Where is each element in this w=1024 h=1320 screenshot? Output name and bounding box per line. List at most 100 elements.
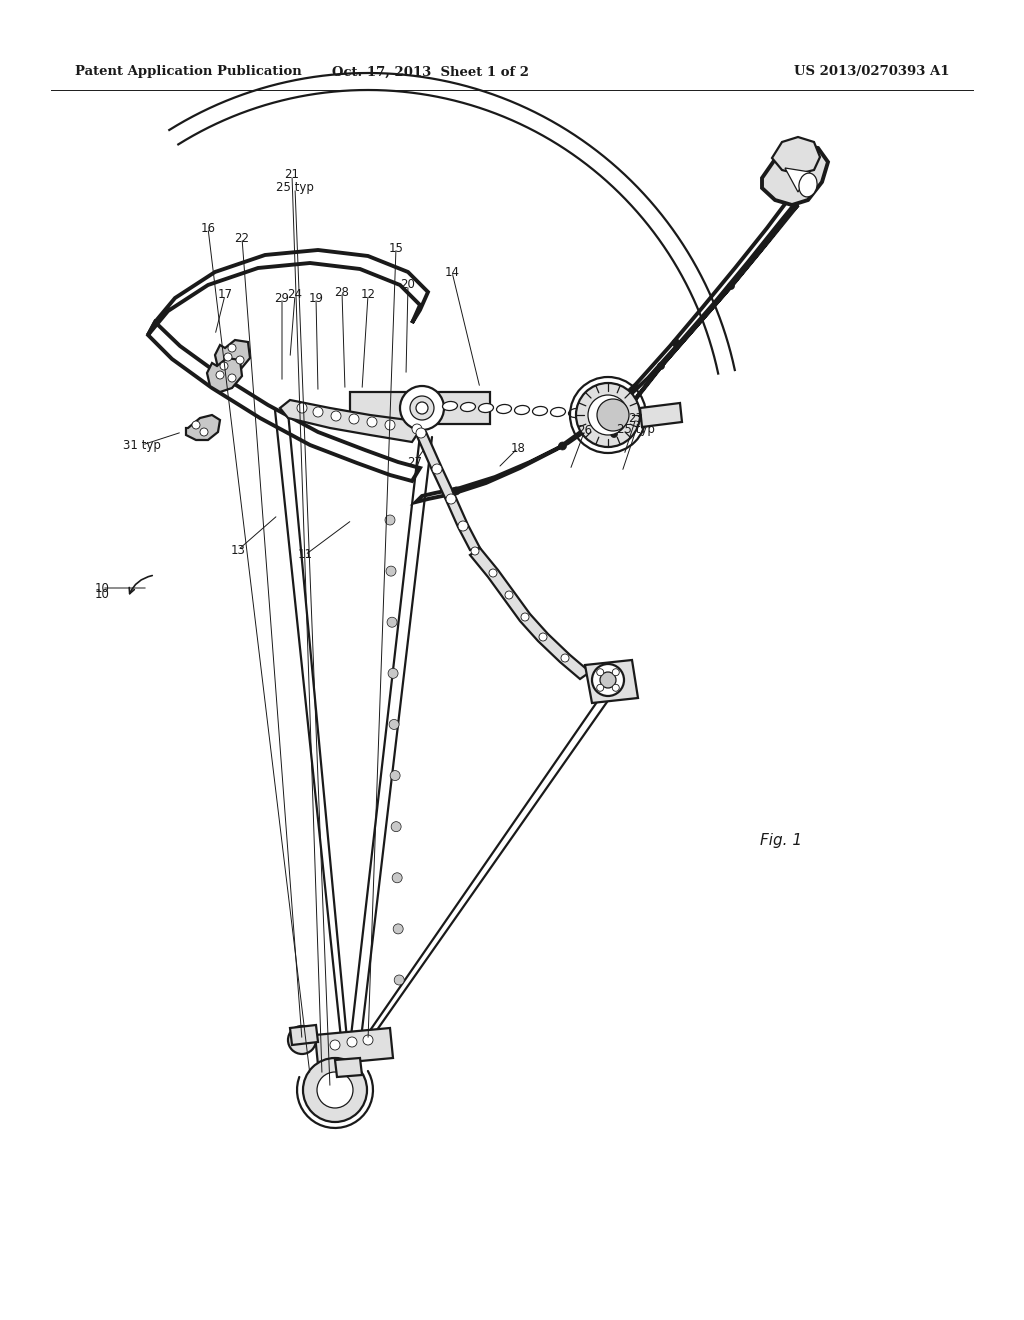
Ellipse shape <box>478 404 494 413</box>
Circle shape <box>727 282 734 289</box>
Ellipse shape <box>532 407 548 416</box>
Circle shape <box>432 465 442 474</box>
Circle shape <box>387 618 397 627</box>
Circle shape <box>561 653 569 663</box>
Text: US 2013/0270393 A1: US 2013/0270393 A1 <box>795 66 950 78</box>
Circle shape <box>416 428 426 438</box>
Text: 18: 18 <box>511 441 525 454</box>
Text: 19: 19 <box>308 292 324 305</box>
Circle shape <box>224 352 232 360</box>
Circle shape <box>410 396 434 420</box>
Ellipse shape <box>587 409 601 418</box>
Circle shape <box>388 668 398 678</box>
Circle shape <box>597 684 604 692</box>
Ellipse shape <box>799 173 817 197</box>
Circle shape <box>592 664 624 696</box>
Circle shape <box>452 487 460 495</box>
Circle shape <box>200 428 208 436</box>
Text: 28: 28 <box>335 285 349 298</box>
Circle shape <box>297 403 307 413</box>
Circle shape <box>313 407 323 417</box>
Circle shape <box>385 515 395 525</box>
Polygon shape <box>785 168 810 191</box>
Circle shape <box>389 719 399 730</box>
Circle shape <box>385 420 395 430</box>
Polygon shape <box>640 403 682 426</box>
Polygon shape <box>207 358 242 392</box>
Circle shape <box>412 424 422 434</box>
Text: 11: 11 <box>298 549 312 561</box>
Text: 25 typ: 25 typ <box>617 424 655 437</box>
Circle shape <box>505 591 513 599</box>
Polygon shape <box>762 145 828 205</box>
Circle shape <box>303 1059 367 1122</box>
Circle shape <box>288 1026 316 1053</box>
Ellipse shape <box>497 404 511 413</box>
Circle shape <box>330 1040 340 1049</box>
Ellipse shape <box>551 408 565 417</box>
Polygon shape <box>335 1059 362 1077</box>
Text: 31 typ: 31 typ <box>123 438 161 451</box>
Polygon shape <box>470 548 590 678</box>
Text: 10: 10 <box>94 589 110 602</box>
Circle shape <box>400 385 444 430</box>
Text: 17: 17 <box>217 289 232 301</box>
Circle shape <box>193 421 200 429</box>
Text: 16: 16 <box>201 222 215 235</box>
Circle shape <box>220 362 228 370</box>
FancyArrowPatch shape <box>129 576 153 594</box>
Circle shape <box>392 873 402 883</box>
Circle shape <box>558 442 566 450</box>
Circle shape <box>391 821 401 832</box>
Text: Oct. 17, 2013  Sheet 1 of 2: Oct. 17, 2013 Sheet 1 of 2 <box>332 66 528 78</box>
Text: Patent Application Publication: Patent Application Publication <box>75 66 302 78</box>
Ellipse shape <box>568 408 584 417</box>
Circle shape <box>600 672 616 688</box>
Circle shape <box>612 669 620 676</box>
Text: 27: 27 <box>408 455 423 469</box>
Polygon shape <box>350 392 490 424</box>
Text: Fig. 1: Fig. 1 <box>760 833 802 847</box>
Circle shape <box>489 569 497 577</box>
Text: 23: 23 <box>629 412 643 425</box>
Text: 14: 14 <box>444 265 460 279</box>
Circle shape <box>228 345 236 352</box>
Circle shape <box>539 634 547 642</box>
Polygon shape <box>611 205 798 438</box>
Circle shape <box>347 1038 357 1047</box>
Polygon shape <box>315 1028 393 1065</box>
Polygon shape <box>290 1026 318 1045</box>
Polygon shape <box>585 660 638 704</box>
Circle shape <box>362 1035 373 1045</box>
Circle shape <box>367 417 377 426</box>
Text: 29: 29 <box>274 292 290 305</box>
Circle shape <box>471 546 479 554</box>
Polygon shape <box>186 414 220 440</box>
Polygon shape <box>416 195 802 502</box>
Circle shape <box>575 383 640 447</box>
Circle shape <box>386 566 396 576</box>
Circle shape <box>317 1072 353 1107</box>
Text: 13: 13 <box>230 544 246 557</box>
Ellipse shape <box>461 403 475 412</box>
Polygon shape <box>148 249 428 335</box>
Circle shape <box>394 975 404 985</box>
Text: 20: 20 <box>400 279 416 292</box>
Polygon shape <box>280 400 420 442</box>
Text: 12: 12 <box>360 289 376 301</box>
Text: 10: 10 <box>94 582 110 594</box>
Circle shape <box>228 374 236 381</box>
Text: 24: 24 <box>288 289 302 301</box>
Polygon shape <box>412 428 480 550</box>
Circle shape <box>521 612 529 620</box>
Text: 21: 21 <box>285 169 299 181</box>
Text: 26: 26 <box>578 424 593 437</box>
Circle shape <box>416 403 428 414</box>
Circle shape <box>597 669 604 676</box>
Polygon shape <box>215 341 250 374</box>
Circle shape <box>349 414 359 424</box>
Text: 15: 15 <box>388 242 403 255</box>
Ellipse shape <box>514 405 529 414</box>
Circle shape <box>393 924 403 933</box>
Circle shape <box>657 363 665 370</box>
